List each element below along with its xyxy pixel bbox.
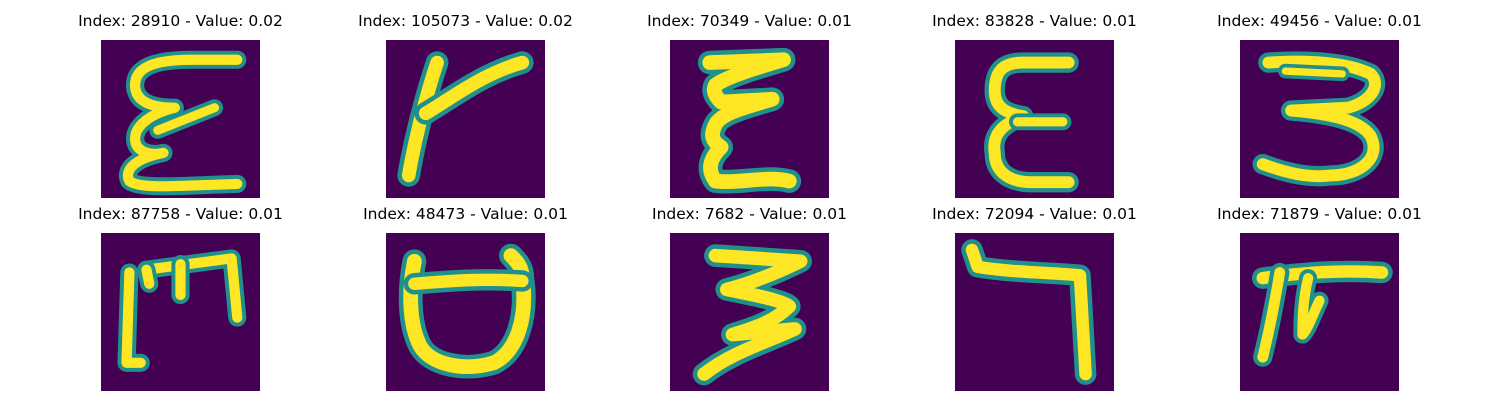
digit-image: [1240, 233, 1399, 391]
panel-title: Index: 28910 - Value: 0.02: [78, 12, 283, 30]
panel-87758: Index: 87758 - Value: 0.01: [38, 202, 323, 392]
digit-image: [670, 40, 829, 198]
panel-title: Index: 71879 - Value: 0.01: [1217, 205, 1422, 223]
handwritten-glyph: [961, 239, 1097, 385]
panel-title: Index: 49456 - Value: 0.01: [1217, 12, 1422, 30]
digit-image: [955, 233, 1114, 391]
panel-title: Index: 70349 - Value: 0.01: [647, 12, 852, 30]
digit-image: [670, 233, 829, 391]
panel-83828: Index: 83828 - Value: 0.01: [892, 9, 1177, 199]
panel-title: Index: 105073 - Value: 0.02: [358, 12, 573, 30]
digit-image: [386, 40, 545, 198]
handwritten-glyph: [398, 243, 536, 379]
handwritten-glyph: [1251, 260, 1393, 367]
panel-title: Index: 72094 - Value: 0.01: [932, 205, 1137, 223]
digit-image: [101, 233, 260, 391]
panel-7682: Index: 7682 - Value: 0.01: [607, 202, 892, 392]
panel-title: Index: 87758 - Value: 0.01: [78, 205, 283, 223]
handwritten-glyph: [397, 51, 534, 187]
digit-image: [101, 40, 260, 198]
panel-71879: Index: 71879 - Value: 0.01: [1177, 202, 1462, 392]
panel-105073: Index: 105073 - Value: 0.02: [323, 9, 608, 199]
handwritten-glyph: [117, 249, 247, 372]
handwritten-glyph: [1252, 51, 1386, 187]
panel-72094: Index: 72094 - Value: 0.01: [892, 202, 1177, 392]
handwritten-glyph: [984, 52, 1079, 193]
panel-28910: Index: 28910 - Value: 0.02: [38, 9, 323, 199]
panel-70349: Index: 70349 - Value: 0.01: [607, 9, 892, 199]
digit-image: [955, 40, 1114, 198]
handwritten-glyph: [697, 47, 802, 194]
panel-48473: Index: 48473 - Value: 0.01: [323, 202, 608, 392]
handwritten-glyph: [692, 244, 812, 386]
panel-title: Index: 7682 - Value: 0.01: [652, 205, 847, 223]
panel-49456: Index: 49456 - Value: 0.01: [1177, 9, 1462, 199]
digit-image: [386, 233, 545, 391]
handwritten-glyph: [118, 50, 247, 196]
panel-title: Index: 83828 - Value: 0.01: [932, 12, 1137, 30]
digit-image: [1240, 40, 1399, 198]
panel-title: Index: 48473 - Value: 0.01: [363, 205, 568, 223]
